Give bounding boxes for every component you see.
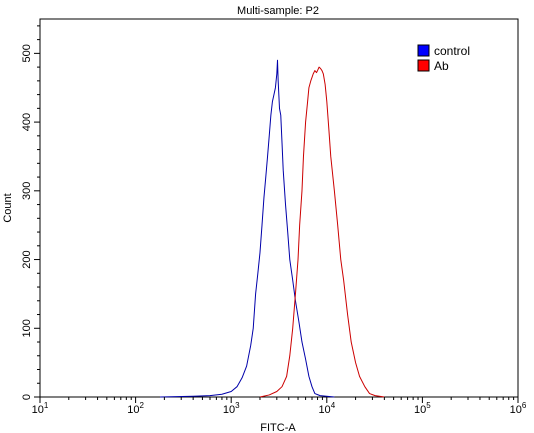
y-tick-label: 500 (21, 44, 33, 62)
x-tick-label: 103 (223, 401, 240, 416)
y-tick-label: 0 (21, 394, 33, 400)
x-tick-label: 104 (318, 401, 335, 416)
series-layer (159, 59, 385, 398)
series-line-ab (259, 66, 385, 398)
y-axis-title: Count (2, 193, 14, 222)
legend-swatch-ab (417, 59, 430, 72)
x-tick-label: 101 (32, 401, 49, 416)
x-axis-title: FITC-A (260, 422, 296, 433)
legend-label-ab: Ab (434, 59, 449, 73)
legend-swatch-control (417, 44, 430, 57)
y-tick-label: 100 (21, 319, 33, 337)
series-line-control (159, 59, 335, 398)
legend-label-control: control (434, 44, 470, 58)
x-axis: 101 102 103 104 105 106 (32, 397, 527, 416)
x-tick-label: 105 (414, 401, 431, 416)
chart-title: Multi-sample: P2 (237, 5, 319, 17)
x-tick-label: 106 (510, 401, 527, 416)
y-tick-label: 200 (21, 250, 33, 268)
y-axis: 0 100 200 300 400 500 (21, 25, 40, 400)
x-tick-label: 102 (127, 401, 144, 416)
y-tick-label: 400 (21, 113, 33, 131)
y-tick-label: 300 (21, 182, 33, 200)
plot-area-frame (39, 18, 519, 398)
